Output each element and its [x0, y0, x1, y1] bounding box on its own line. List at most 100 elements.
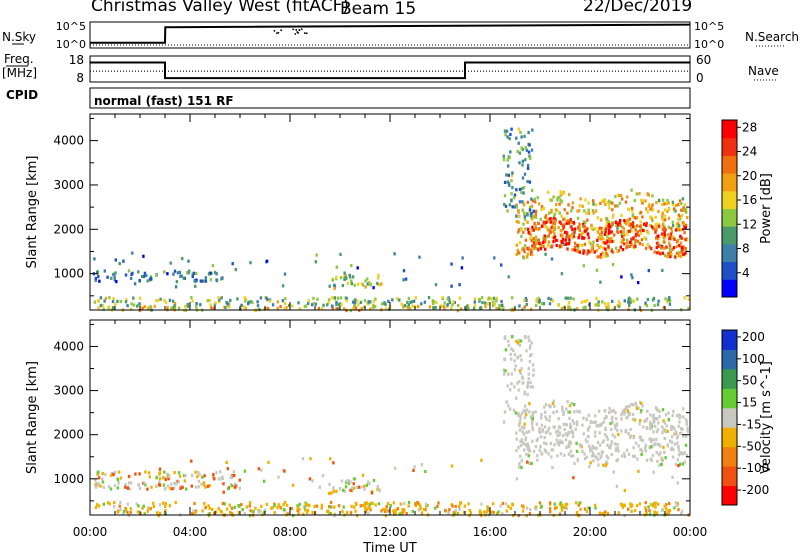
velocity-cell	[594, 430, 597, 434]
velocity-cell	[212, 475, 215, 479]
power-cell	[124, 273, 128, 277]
velocity-cell	[290, 507, 293, 511]
power-cell	[629, 226, 633, 230]
power-cell	[526, 255, 529, 259]
power-cell	[571, 201, 575, 205]
power-cell	[502, 154, 505, 158]
velocity-cell	[171, 487, 174, 491]
power-cell	[521, 307, 524, 311]
power-cell	[533, 244, 537, 248]
power-cell	[577, 225, 580, 229]
velocity-cell	[512, 514, 515, 518]
power-cell	[614, 204, 617, 208]
velocity-cell	[478, 509, 482, 513]
velocity-cell	[420, 511, 424, 515]
power-cell	[510, 174, 513, 178]
power-cell	[396, 297, 399, 301]
velocity-cell	[681, 427, 684, 431]
velocity-cell	[354, 509, 357, 513]
cpid-label: CPID	[6, 88, 39, 102]
power-cell	[376, 281, 379, 286]
velocity-cell	[570, 429, 574, 433]
velocity-cell	[503, 357, 506, 361]
velocity-cell	[602, 420, 606, 424]
velocity-cell	[107, 501, 110, 505]
noise-spike-point	[294, 33, 297, 35]
power-cell	[408, 306, 411, 311]
velocity-cell	[540, 452, 544, 456]
velocity-cell	[191, 512, 194, 516]
power-cell	[170, 306, 173, 310]
power-cell	[563, 242, 566, 246]
power-cell	[542, 236, 545, 240]
velocity-cell	[368, 506, 371, 510]
power-cell	[508, 137, 511, 141]
velocity-cell	[650, 503, 653, 507]
power-cell	[354, 306, 358, 310]
velocity-cell	[639, 410, 643, 414]
power-cell	[562, 218, 565, 222]
power-cell	[112, 297, 115, 301]
power-cell	[549, 220, 552, 224]
power-cell	[510, 192, 513, 196]
velocity-cell	[237, 511, 240, 515]
velocity-cell	[520, 358, 523, 362]
velocity-cell	[243, 469, 247, 473]
velocity-cell	[655, 430, 659, 434]
velocity-cell	[645, 418, 648, 422]
power-cell	[316, 297, 319, 301]
power-cell	[645, 304, 649, 308]
power-cell	[166, 305, 169, 309]
velocity-cell	[419, 507, 422, 511]
power-colorbar-label: 4	[742, 266, 750, 280]
power-cell	[638, 192, 641, 196]
velocity-cell	[664, 456, 667, 460]
velocity-cell	[634, 441, 638, 445]
power-cell	[660, 246, 663, 250]
velocity-cell	[677, 508, 680, 512]
power-cell	[363, 299, 367, 303]
velocity-cell	[126, 486, 130, 490]
velocity-cell	[129, 510, 132, 515]
nave-label: Nave	[748, 64, 779, 78]
velocity-cell	[265, 502, 269, 506]
power-cell	[487, 296, 491, 300]
power-cell	[314, 260, 317, 264]
power-cell	[599, 237, 602, 241]
velocity-cell	[521, 376, 524, 380]
power-cell	[596, 243, 599, 247]
power-cell	[473, 300, 476, 304]
velocity-cell	[509, 352, 512, 356]
power-cell	[461, 256, 464, 260]
power-cell	[614, 220, 617, 224]
power-cell	[150, 277, 153, 281]
power-cell	[586, 232, 590, 236]
velocity-cell	[185, 487, 188, 491]
velocity-cell	[505, 509, 508, 513]
power-cell	[548, 229, 552, 233]
velocity-cell	[655, 511, 659, 515]
velocity-cell	[527, 372, 530, 376]
power-cell	[341, 283, 345, 288]
velocity-cell	[565, 506, 568, 511]
power-cell	[632, 300, 635, 304]
station-title: Christmas Valley West (fitACF)	[91, 0, 350, 16]
velocity-cell	[355, 502, 358, 506]
power-cell	[353, 301, 357, 305]
power-cell	[534, 224, 537, 228]
power-cell	[617, 193, 620, 197]
velocity-cell	[555, 430, 558, 434]
power-cell	[663, 254, 667, 258]
velocity-cell	[561, 440, 564, 444]
power-cell	[581, 204, 584, 208]
velocity-cell	[528, 402, 531, 406]
velocity-cell	[638, 435, 642, 439]
power-cell	[578, 222, 581, 226]
power-cell	[177, 306, 181, 310]
velocity-cell	[559, 439, 562, 443]
velocity-cell	[302, 512, 305, 516]
power-cell	[215, 278, 218, 282]
velocity-cell	[640, 409, 643, 413]
power-cell	[516, 149, 519, 153]
power-cell	[537, 221, 540, 226]
